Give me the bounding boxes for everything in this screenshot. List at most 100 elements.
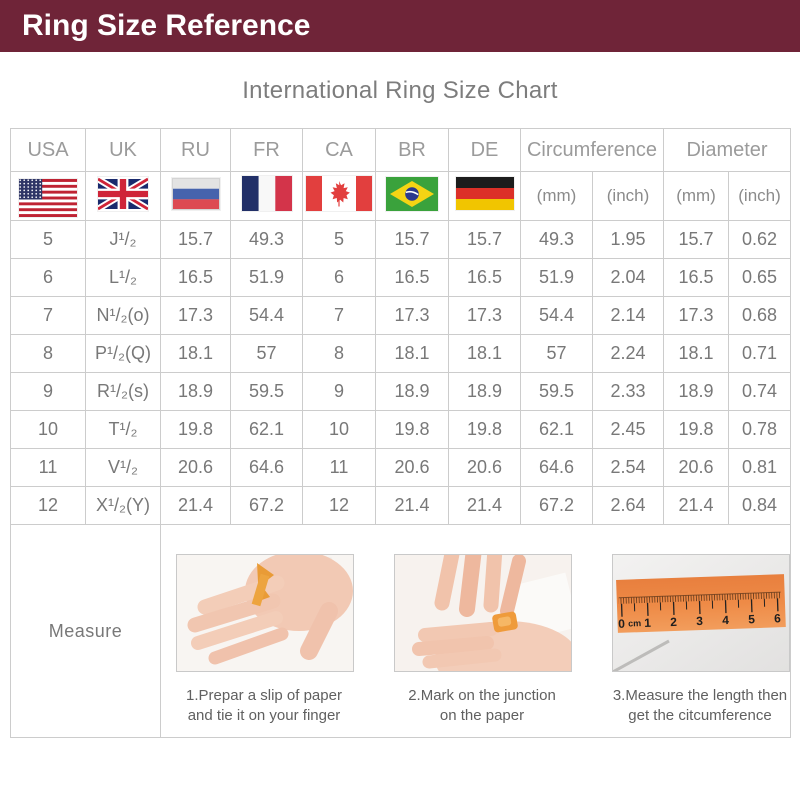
table-cell: 0.65 [728,258,792,297]
mark-junction-photo [394,554,572,672]
column-header-circumference: Circumference [519,128,665,172]
table-row: 5 J¹/₂ 15.7 49.3 5 15.7 15.7 49.3 1.95 15.7 0.62 [10,220,792,259]
table-cell: 6 [302,258,376,297]
column-header-ru: RU [160,128,231,172]
table-cell: 21.4 [448,486,521,525]
banner-title: Ring Size Reference [22,9,311,42]
table-cell: 0.78 [728,410,792,449]
subheader-circumference-inch: (inch) [591,171,665,221]
table-cell: 17.3 [663,296,730,335]
table-cell: 12 [302,486,376,525]
flag-cell-uk [85,171,161,221]
page-title: International Ring Size Chart [242,77,558,104]
table-cell: 0.68 [728,296,792,335]
table-cell: 18.1 [375,334,449,373]
column-header-de: DE [448,128,521,172]
table-cell: 18.1 [448,334,521,373]
measure-step-2: 2.Mark on the junction on the paper [394,554,572,725]
table-cell: 54.4 [520,296,593,335]
table-cell: 59.5 [230,372,303,411]
table-cell: 21.4 [160,486,231,525]
measure-row: Measure [10,524,792,738]
table-row: 12 X¹/₂(Y) 21.4 67.2 12 21.4 21.4 67.2 2.64 21.4 0… [10,486,792,525]
table-cell: 2.64 [591,486,665,525]
table-cell: 11 [10,448,86,487]
ring-size-table: USA UK RU FR CA BR DE Circumference Diam… [10,128,792,738]
table-row: 11 V¹/₂ 20.6 64.6 11 20.6 20.6 64.6 2.54 20.6 0.81 [10,448,792,487]
table-cell: 0.71 [728,334,792,373]
ruler-photo: 0 cm 1 2 3 4 5 6 [612,554,790,672]
table-cell: 20.6 [448,448,521,487]
table-cell: 17.3 [375,296,449,335]
subheader-diameter-mm: (mm) [663,171,730,221]
table-cell: 9 [10,372,86,411]
table-cell: 67.2 [230,486,303,525]
table-cell: 57 [520,334,593,373]
ruler-label: 0 [618,617,625,631]
table-cell: 21.4 [663,486,730,525]
table-cell: 17.3 [160,296,231,335]
table-cell: 20.6 [160,448,231,487]
table-cell: 54.4 [230,296,303,335]
flag-cell-br [375,171,449,221]
table-cell: 20.6 [663,448,730,487]
fr-flag-icon [241,176,292,211]
step-caption-1: 1.Prepar a slip of paper and tie it on y… [186,687,342,724]
ruler-label: 4 [722,613,729,627]
table-cell: 1.95 [591,220,665,259]
table-row: 8 P¹/₂(Q) 18.1 57 8 18.1 18.1 57 2.24 18.1 0.71 [10,334,792,373]
table-cell: 6 [10,258,86,297]
header-row-codes: USA UK RU FR CA BR DE Circumference Diam… [10,128,792,172]
table-cell: T¹/₂ [85,410,161,449]
table-cell: 15.7 [663,220,730,259]
table-cell: 16.5 [663,258,730,297]
table-cell: 19.8 [663,410,730,449]
ruler-label: 6 [774,611,781,625]
table-cell: 19.8 [160,410,231,449]
banner: Ring Size Reference [0,0,800,52]
table-cell: 20.6 [375,448,449,487]
table-cell: 21.4 [375,486,449,525]
column-header-fr: FR [230,128,303,172]
table-cell: L¹/₂ [85,258,161,297]
de-flag-icon [455,177,514,210]
table-cell: 15.7 [375,220,449,259]
table-cell: 18.9 [160,372,231,411]
table-cell: 2.14 [591,296,665,335]
column-header-usa: USA [10,128,86,172]
table-cell: 16.5 [160,258,231,297]
table-cell: 59.5 [520,372,593,411]
table-row: 9 R¹/₂(s) 18.9 59.5 9 18.9 18.9 59.5 2.33 18.9 0.7… [10,372,792,411]
table-cell: 12 [10,486,86,525]
table-cell: 18.1 [160,334,231,373]
br-flag-icon [386,176,438,211]
table-cell: 15.7 [448,220,521,259]
measure-section: Measure [10,524,792,738]
measure-steps: 1.Prepar a slip of paper and tie it on y… [161,537,790,725]
table-cell: 7 [302,296,376,335]
step-caption-2: 2.Mark on the junction on the paper [408,687,556,724]
header-row-flags-units: (mm) (inch) (mm) (inch) [10,171,792,221]
table-cell: 0.84 [728,486,792,525]
table-cell: 2.24 [591,334,665,373]
table-cell: 18.9 [448,372,521,411]
table-cell: 18.9 [663,372,730,411]
table-cell: V¹/₂ [85,448,161,487]
flag-cell-fr [230,171,303,221]
table-cell: 0.74 [728,372,792,411]
table-cell: 2.45 [591,410,665,449]
ruler-label: 5 [748,612,755,626]
table-cell: 2.04 [591,258,665,297]
column-header-diameter: Diameter [663,128,792,172]
table-cell: 16.5 [448,258,521,297]
measure-step-3: 0 cm 1 2 3 4 5 6 [612,554,790,725]
us-flag-icon [19,179,77,217]
table-cell: 64.6 [520,448,593,487]
table-cell: R¹/₂(s) [85,372,161,411]
table-cell: 49.3 [230,220,303,259]
column-header-br: BR [375,128,449,172]
table-row: 6 L¹/₂ 16.5 51.9 6 16.5 16.5 51.9 2.04 16.5 0.65 [10,258,792,297]
table-cell: 11 [302,448,376,487]
flag-cell-de [448,171,521,221]
table-cell: 49.3 [520,220,593,259]
